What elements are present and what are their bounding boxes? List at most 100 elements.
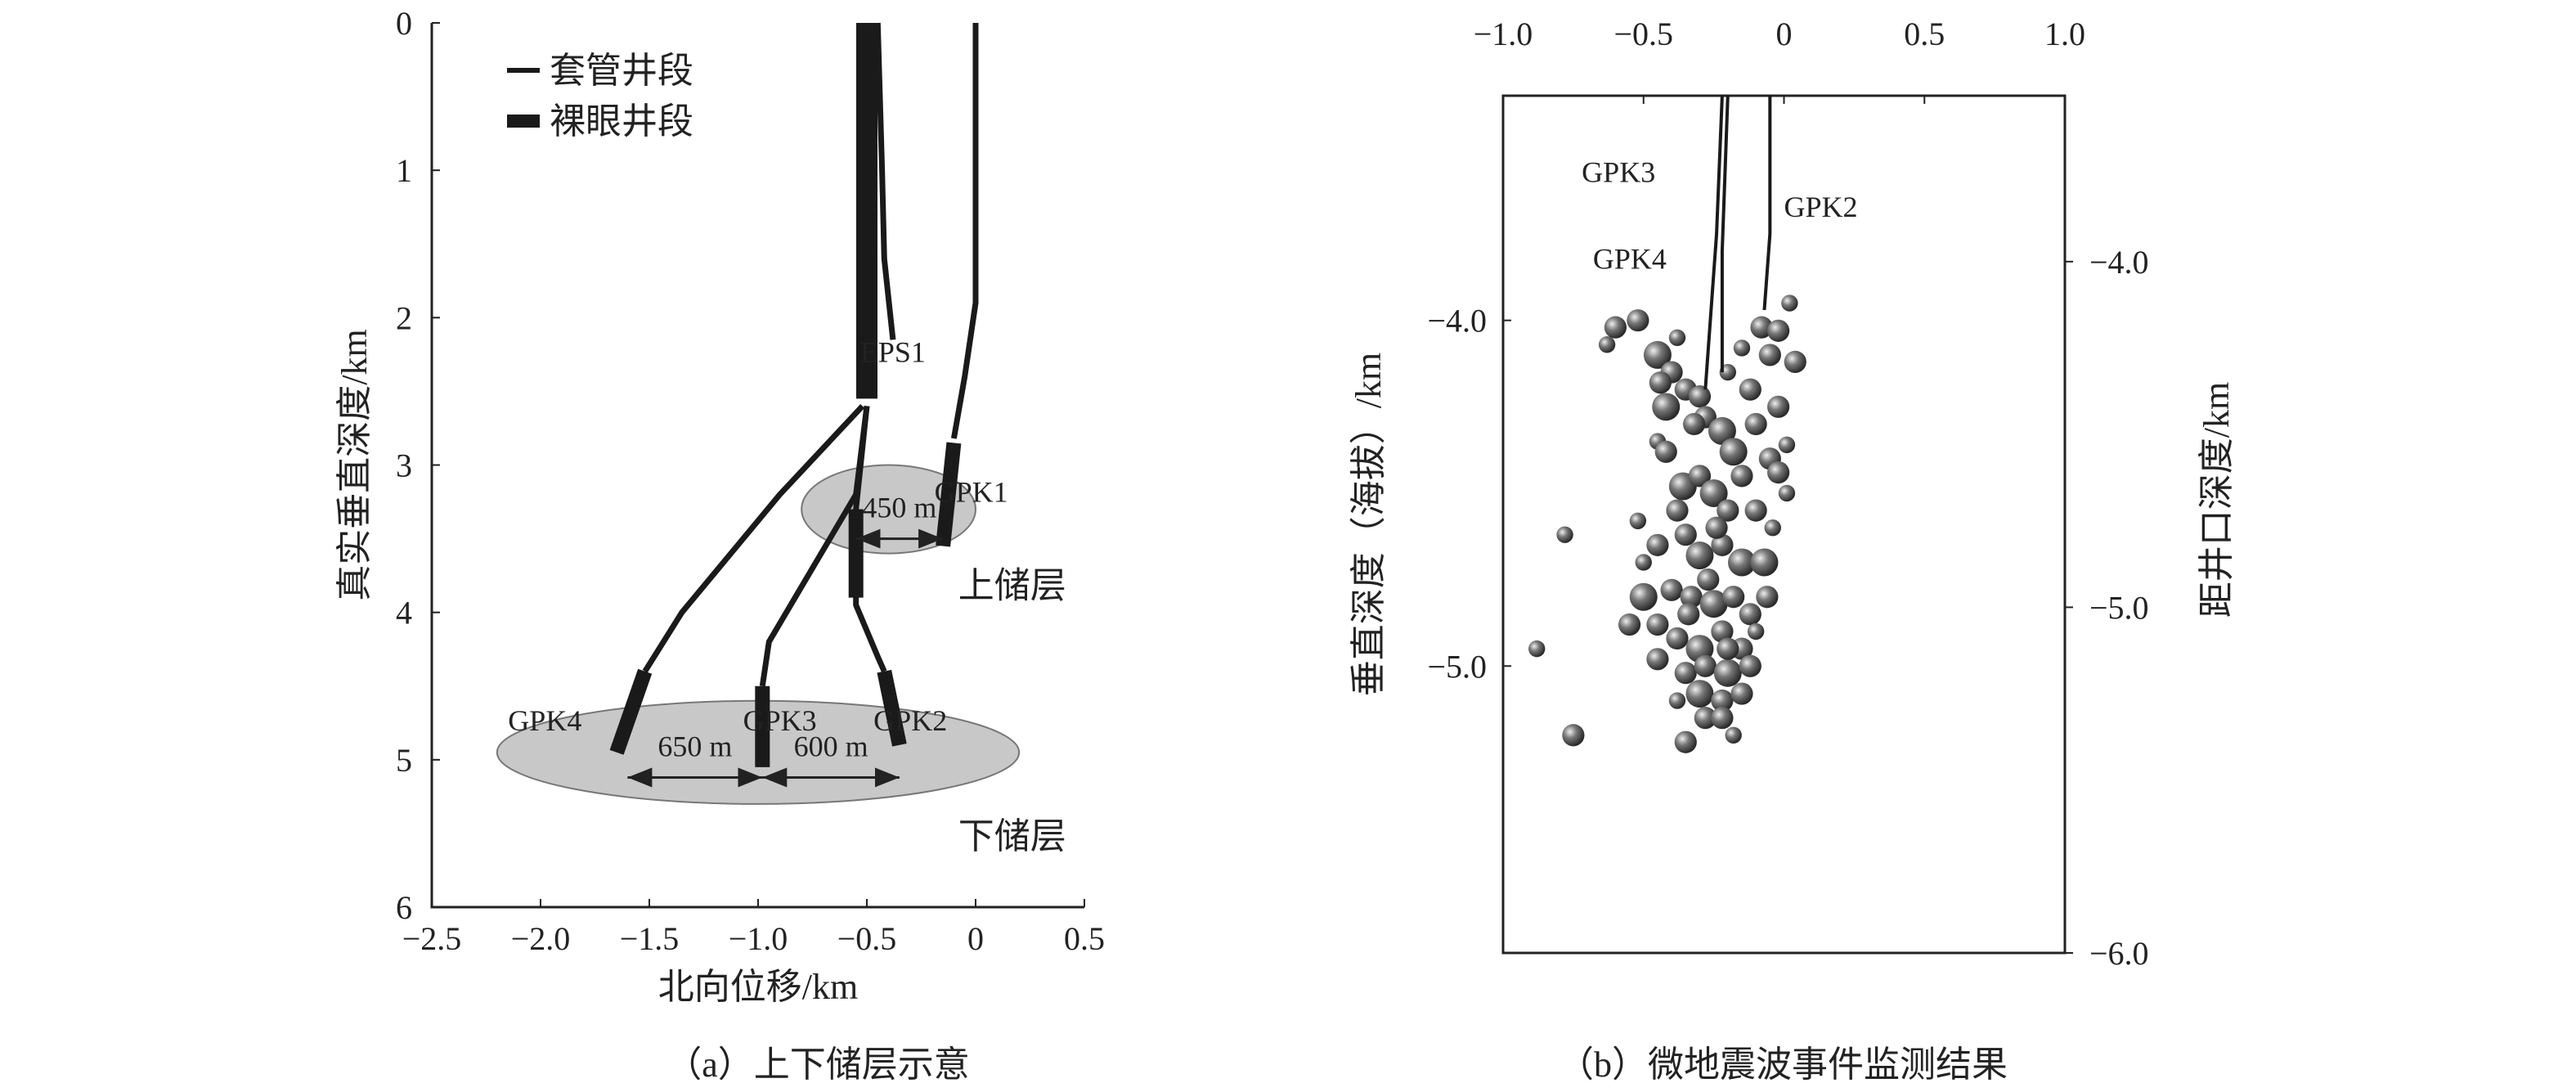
seismic-event	[1629, 512, 1647, 529]
seismic-event	[1739, 603, 1761, 626]
seismic-event	[1604, 316, 1627, 339]
seismic-event	[1677, 603, 1700, 626]
reservoir-label-upper: 上储层	[958, 566, 1066, 606]
seismic-event	[1688, 465, 1712, 488]
seismic-event	[1685, 680, 1714, 708]
x-tick-label: −0.5	[1613, 16, 1673, 52]
well-openhole-GPK4	[609, 668, 653, 755]
seismic-event	[1688, 385, 1712, 408]
seismic-event	[1694, 707, 1717, 730]
seismic-event	[1668, 692, 1686, 709]
y2-axis-label: 距井口深度/km	[2197, 382, 2237, 618]
seismic-event	[1711, 533, 1734, 556]
x-tick-label: −1.0	[1474, 16, 1533, 52]
y-tick-label: 2	[396, 299, 412, 336]
y2-tick-label: −4.0	[2089, 244, 2149, 281]
seismic-event	[1556, 526, 1573, 543]
seismic-event	[1528, 640, 1546, 658]
y-tick-label: 3	[396, 447, 412, 484]
spacing-label: 450 m	[862, 492, 936, 524]
well-label-GPK3: GPK3	[743, 704, 817, 737]
seismic-event	[1646, 648, 1669, 671]
well-path-GPK2	[1762, 96, 1772, 311]
seismic-event	[1654, 440, 1677, 463]
well-casing-GPK4	[642, 404, 865, 673]
seismic-event	[1717, 499, 1739, 522]
well-openhole-GPK2	[877, 669, 907, 747]
seismic-event	[1784, 350, 1806, 373]
seismic-event	[1674, 524, 1697, 546]
x-axis-label: 北向位移/km	[658, 967, 858, 1007]
reservoir-label-lower: 下储层	[958, 816, 1066, 856]
seismic-event	[1627, 309, 1649, 332]
plot-frame	[1501, 94, 2067, 955]
seismic-event	[1711, 707, 1734, 730]
seismic-event	[1699, 479, 1728, 507]
y-tick-label: 1	[396, 152, 412, 189]
seismic-event	[1674, 662, 1697, 685]
well-label-GPK2: GPK2	[1784, 191, 1858, 223]
spacing-label: 600 m	[794, 730, 868, 762]
seismic-event	[1666, 499, 1689, 522]
well-path-GPK3	[1703, 95, 1724, 390]
y2-tick-label: −5.0	[2089, 589, 2149, 626]
well-label-GPK4: GPK4	[508, 704, 581, 737]
seismic-event	[1646, 613, 1669, 636]
panel-b: −1.0 −0.5 0 0.5 1.0 −4.0 −5.0 −4.0 −5.0 −6.0 垂直深度（…	[1349, 16, 2237, 972]
y-tick-label: 0	[396, 5, 412, 42]
x-tick-label: 1.0	[2044, 16, 2085, 52]
legend-label: 套管井段	[550, 51, 693, 91]
caption-a: （a）上下储层示意	[666, 1045, 970, 1085]
seismic-event	[1699, 590, 1728, 618]
seismic-event	[1646, 533, 1669, 556]
spacing-label: 650 m	[657, 730, 732, 762]
y-axis-label: 真实垂直深度/km	[334, 329, 375, 600]
seismic-event	[1694, 654, 1717, 677]
x-tick-label: 0	[1776, 16, 1793, 52]
seismic-event	[1713, 658, 1742, 687]
x-tick-label: 0.5	[1904, 16, 1945, 52]
seismic-event	[1744, 499, 1767, 522]
seismic-event	[1756, 586, 1779, 609]
seismic-event	[1781, 294, 1798, 312]
y-tick-label: −4.0	[1427, 303, 1487, 339]
seismic-event	[1562, 724, 1585, 747]
legend-label: 裸眼井段	[550, 101, 693, 142]
seismic-event	[1660, 578, 1683, 601]
y2-tick-label: −6.0	[2089, 935, 2149, 972]
x-tick-label: −0.5	[837, 920, 897, 957]
seismic-event	[1750, 316, 1773, 339]
well-label-GPK1: GPK1	[935, 476, 1008, 509]
seismic-event	[1730, 465, 1753, 488]
seismic-event	[1668, 329, 1686, 347]
seismic-event	[1717, 637, 1739, 660]
seismic-event	[1685, 542, 1714, 570]
well-label-GPK4: GPK4	[1593, 242, 1667, 275]
well-label-GPK2: GPK2	[873, 704, 947, 737]
x-tick-label: −1.5	[620, 920, 680, 957]
seismic-event	[1618, 613, 1641, 636]
seismic-event	[1697, 568, 1720, 591]
y-tick-label: −5.0	[1427, 648, 1487, 685]
seismic-event	[1733, 339, 1751, 357]
seismic-event	[1598, 336, 1616, 353]
seismic-event	[1674, 730, 1697, 753]
seismic-event	[1722, 586, 1745, 609]
seismic-event	[1739, 378, 1761, 401]
seismic-event	[1758, 344, 1781, 366]
y-tick-label: 6	[396, 889, 412, 926]
x-tick-label: −1.0	[729, 920, 788, 957]
x-tick-label: −2.5	[402, 920, 462, 957]
seismic-event	[1635, 554, 1652, 571]
well-openhole-GPK1	[936, 442, 962, 547]
seismic-event	[1767, 319, 1790, 342]
seismic-event	[1747, 622, 1765, 640]
seismic-event	[1629, 582, 1658, 611]
seismic-event	[1778, 484, 1796, 502]
seismic-event	[1708, 416, 1736, 445]
seismic-event	[1652, 393, 1681, 421]
well-casing-GPK2	[853, 406, 887, 673]
seismic-event	[1764, 519, 1781, 537]
